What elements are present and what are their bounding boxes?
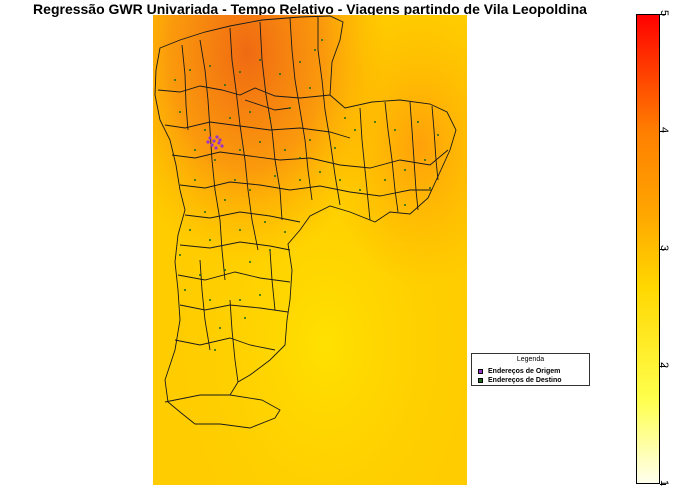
colorbar-gradient xyxy=(636,14,660,484)
legend-title: Legenda xyxy=(516,356,545,363)
legend-item-destination: Endereços de Destino xyxy=(478,376,562,384)
colorbar-label: 1 xyxy=(658,480,670,487)
colorbar-tick xyxy=(660,131,666,132)
destination-swatch xyxy=(478,377,483,383)
map-title: Regressão GWR Univariada - Tempo Relativ… xyxy=(33,1,587,17)
destination-points xyxy=(174,39,439,351)
colorbar-frame xyxy=(636,14,660,484)
legend-item-origin: Endereços de Origem xyxy=(478,367,560,375)
colorbar-label: 2 xyxy=(658,362,670,369)
colorbar-label: 5 xyxy=(658,10,670,17)
colorbar-tick xyxy=(660,249,666,250)
district-boundaries xyxy=(154,15,457,429)
colorbar-tick xyxy=(660,484,666,485)
origin-swatch xyxy=(478,368,483,374)
origin-points xyxy=(206,135,224,150)
colorbar-tick xyxy=(660,14,666,15)
legend-item-label: Endereços de Destino xyxy=(488,376,562,384)
legend-item-label: Endereços de Origem xyxy=(488,367,561,375)
colorbar-label: 3 xyxy=(658,245,670,252)
colorbar-tick xyxy=(660,366,666,367)
legend: Legenda Endereços de Origem Endereços de… xyxy=(471,353,590,386)
surface-raster xyxy=(153,15,467,485)
colorbar-label: 4 xyxy=(658,127,670,134)
